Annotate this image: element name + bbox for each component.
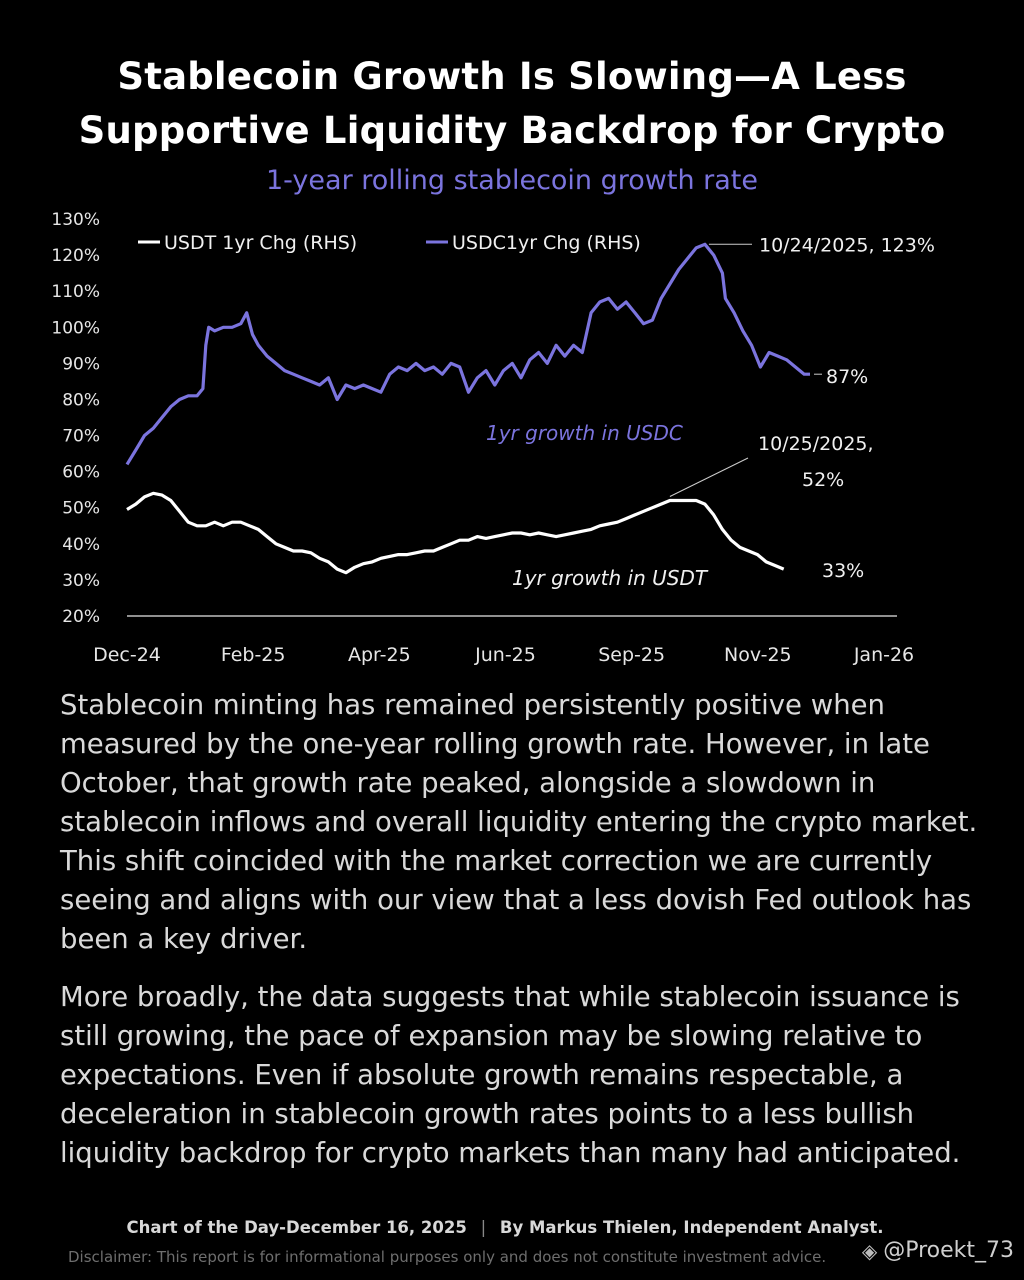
x-tick-label: Sep-25 — [598, 644, 665, 666]
series-line-usdt — [126, 491, 785, 575]
y-tick-label: 60% — [62, 463, 100, 483]
disclaimer: Disclaimer: This report is for informati… — [68, 1248, 827, 1266]
usdc-peak-annotation: 10/24/2025, 123% — [759, 234, 935, 256]
title-line-2: Supportive Liquidity Backdrop for Crypto — [78, 109, 946, 152]
y-tick-label: 30% — [62, 571, 100, 591]
y-tick-label: 130% — [51, 210, 100, 230]
usdt-peak-annotation-line1: 10/25/2025, — [758, 433, 874, 455]
usdc-end-annotation: 87% — [826, 366, 868, 388]
legend-label-usdc: USDC1yr Chg (RHS) — [452, 232, 641, 254]
legend-label-usdt: USDT 1yr Chg (RHS) — [164, 232, 357, 254]
stablecoin-growth-chart: 130% 120% 110% 100% 90% 80% 70% 60% 50% 40% 30% 20%… — [51, 210, 935, 666]
usdt-series-label: 1yr growth in USDT — [512, 566, 709, 590]
y-tick-label: 120% — [51, 246, 100, 266]
usdc-series-label: 1yr growth in USDC — [486, 421, 683, 445]
x-tick-label: Dec-24 — [93, 644, 161, 666]
paragraph-1: Stablecoin minting has remained persiste… — [60, 689, 978, 955]
y-tick-label: 80% — [62, 390, 100, 410]
y-tick-label: 100% — [51, 318, 100, 338]
watermark: ◈ @Proekt_73 — [862, 1238, 1014, 1263]
series-line-usdc — [125, 242, 810, 466]
usdt-peak-leader — [669, 457, 749, 497]
x-tick-label: Apr-25 — [348, 644, 411, 666]
page-title: Stablecoin Growth Is Slowing—A Less Supp… — [0, 50, 1024, 158]
footer-date: Chart of the Day-December 16, 2025 — [126, 1218, 467, 1237]
y-tick-label: 50% — [62, 499, 100, 519]
paragraph-2: More broadly, the data suggests that whi… — [60, 981, 961, 1169]
footer-author: By Markus Thielen, Independent Analyst. — [499, 1218, 884, 1237]
x-tick-label: Jun-25 — [474, 644, 536, 666]
y-tick-label: 90% — [62, 354, 100, 374]
watermark-handle: @Proekt_73 — [883, 1238, 1014, 1263]
x-tick-label: Nov-25 — [724, 644, 792, 666]
chart-subtitle: 1-year rolling stablecoin growth rate — [265, 165, 758, 196]
usdt-peak-annotation-line2: 52% — [802, 469, 844, 491]
footer-credit: Chart of the Day-December 16, 2025 | By … — [0, 1218, 1010, 1237]
usdt-end-annotation: 33% — [822, 560, 864, 582]
y-tick-label: 70% — [62, 427, 100, 447]
x-tick-label: Jan-26 — [853, 644, 914, 666]
y-tick-label: 20% — [62, 607, 100, 627]
title-line-1: Stablecoin Growth Is Slowing—A Less — [117, 55, 907, 98]
y-tick-label: 110% — [51, 282, 100, 302]
footer-separator: | — [480, 1218, 487, 1237]
y-tick-label: 40% — [62, 535, 100, 555]
binance-diamond-icon: ◈ — [861, 1238, 878, 1263]
x-tick-label: Feb-25 — [221, 644, 286, 666]
